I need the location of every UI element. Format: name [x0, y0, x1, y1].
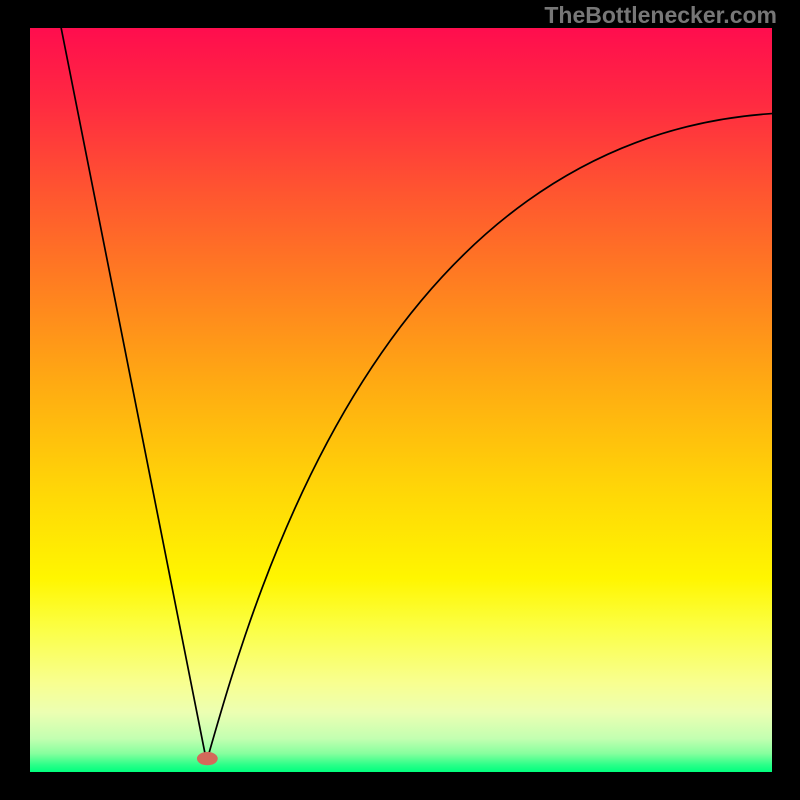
- bottleneck-chart: [30, 28, 772, 772]
- watermark-text: TheBottlenecker.com: [544, 2, 777, 29]
- minimum-marker: [197, 752, 218, 765]
- gradient-rect: [30, 28, 772, 772]
- chart-stage: TheBottlenecker.com: [0, 0, 800, 800]
